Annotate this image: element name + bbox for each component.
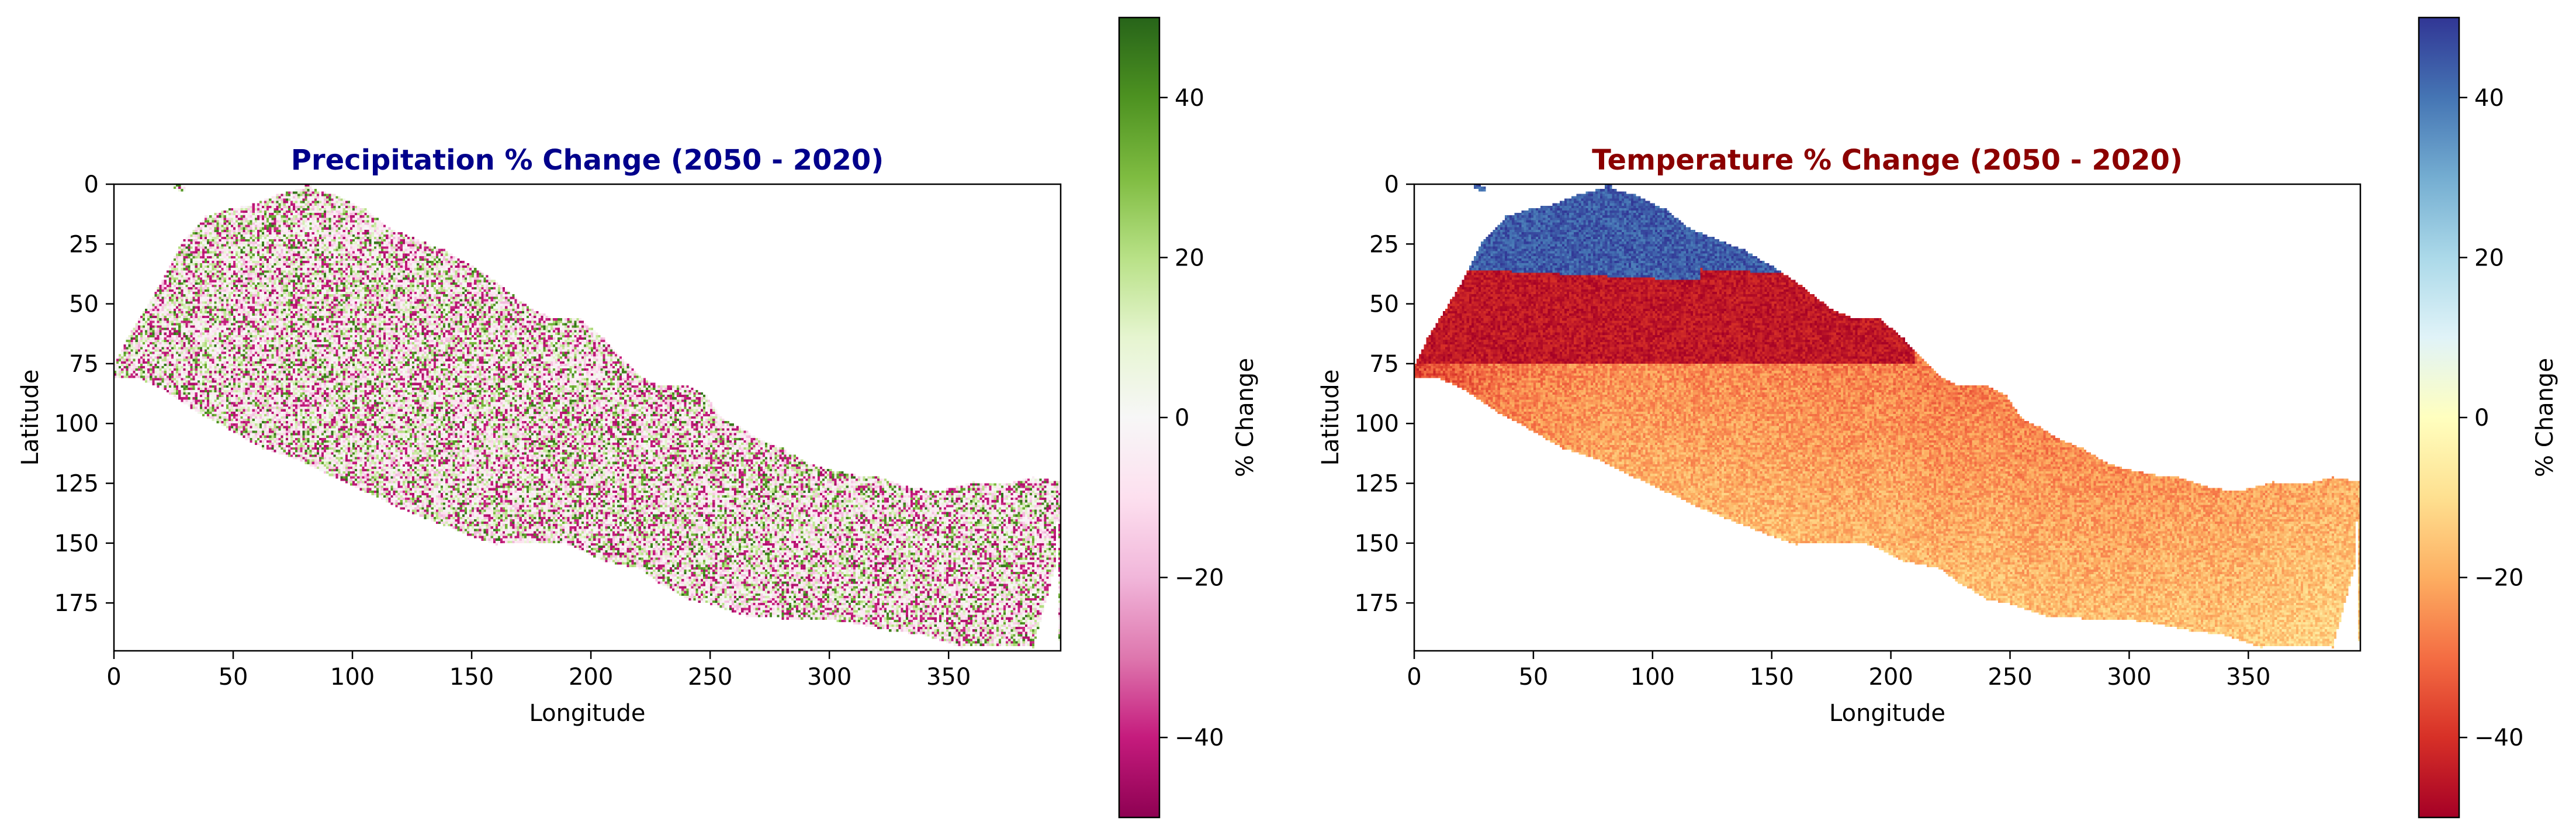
y-tick-label: 0 <box>1384 171 1399 198</box>
chart-title: Temperature % Change (2050 - 2020) <box>1592 144 2183 177</box>
x-tick-label: 350 <box>926 664 971 691</box>
y-tick-label: 175 <box>54 590 99 617</box>
axes-frame <box>1413 183 2362 652</box>
x-tick-label: 50 <box>1518 664 1548 691</box>
colorbar-label: % Change <box>1232 358 1259 477</box>
x-tick-label: 150 <box>449 664 494 691</box>
y-tick-label: 125 <box>1355 471 1399 498</box>
colorbar-tick-label: 20 <box>2474 244 2504 271</box>
y-tick-label: 25 <box>1369 231 1399 258</box>
y-tick-label: 50 <box>69 291 99 318</box>
x-axis-label: Longitude <box>529 700 646 727</box>
x-tick-label: 0 <box>1407 664 1421 691</box>
x-tick-label: 300 <box>2107 664 2151 691</box>
x-tick-label: 250 <box>688 664 732 691</box>
axes-frame <box>113 183 1062 652</box>
x-tick-label: 300 <box>807 664 851 691</box>
x-tick-label: 100 <box>330 664 375 691</box>
colorbar-tick-label: 0 <box>2474 405 2489 432</box>
colorbar-tick-label: 20 <box>1175 244 1204 271</box>
x-tick-label: 250 <box>1988 664 2032 691</box>
colorbar <box>2419 18 2459 817</box>
y-tick-label: 150 <box>1355 530 1399 557</box>
panel-temperature: Temperature % Change (2050 - 2020) 0 50 100… <box>1317 16 2558 819</box>
x-tick-label: 200 <box>569 664 613 691</box>
y-tick-label: 75 <box>69 351 99 378</box>
y-axis-label: Latitude <box>17 370 44 466</box>
y-tick-label: 50 <box>1369 291 1399 318</box>
colorbar-tick-label: −40 <box>1175 724 1224 751</box>
y-tick-label: 150 <box>54 530 99 557</box>
y-tick-label: 125 <box>54 471 99 498</box>
colorbar-tick-label: 0 <box>1175 405 1189 432</box>
x-tick-label: 0 <box>106 664 121 691</box>
y-tick-label: 75 <box>1369 351 1399 378</box>
colorbar-tick-label: −20 <box>2474 565 2523 592</box>
colorbar-tick-label: −40 <box>2474 724 2523 751</box>
y-tick-label: 175 <box>1355 590 1399 617</box>
x-tick-label: 100 <box>1630 664 1675 691</box>
colorbar-tick-label: 40 <box>2474 85 2504 112</box>
colorbar-tick-label: 40 <box>1175 85 1204 112</box>
x-tick-label: 150 <box>1750 664 1794 691</box>
x-tick-label: 350 <box>2226 664 2270 691</box>
panel-precipitation: Precipitation % Change (2050 - 2020) 0 50 1… <box>17 16 1259 819</box>
y-tick-label: 100 <box>1355 410 1399 437</box>
colorbar-label: % Change <box>2532 358 2558 477</box>
colorbar-tick-label: −20 <box>1175 565 1224 592</box>
heatmap-image <box>114 184 1061 651</box>
y-tick-label: 25 <box>69 231 99 258</box>
y-tick-label: 0 <box>84 171 99 198</box>
chart-title: Precipitation % Change (2050 - 2020) <box>291 144 884 177</box>
x-axis-label: Longitude <box>1829 700 1945 727</box>
colorbar <box>1119 18 1159 817</box>
y-tick-label: 100 <box>54 410 99 437</box>
y-axis-label: Latitude <box>1317 370 1344 466</box>
x-tick-label: 50 <box>219 664 248 691</box>
x-tick-label: 200 <box>1868 664 1913 691</box>
heatmap-image <box>1414 184 2360 651</box>
